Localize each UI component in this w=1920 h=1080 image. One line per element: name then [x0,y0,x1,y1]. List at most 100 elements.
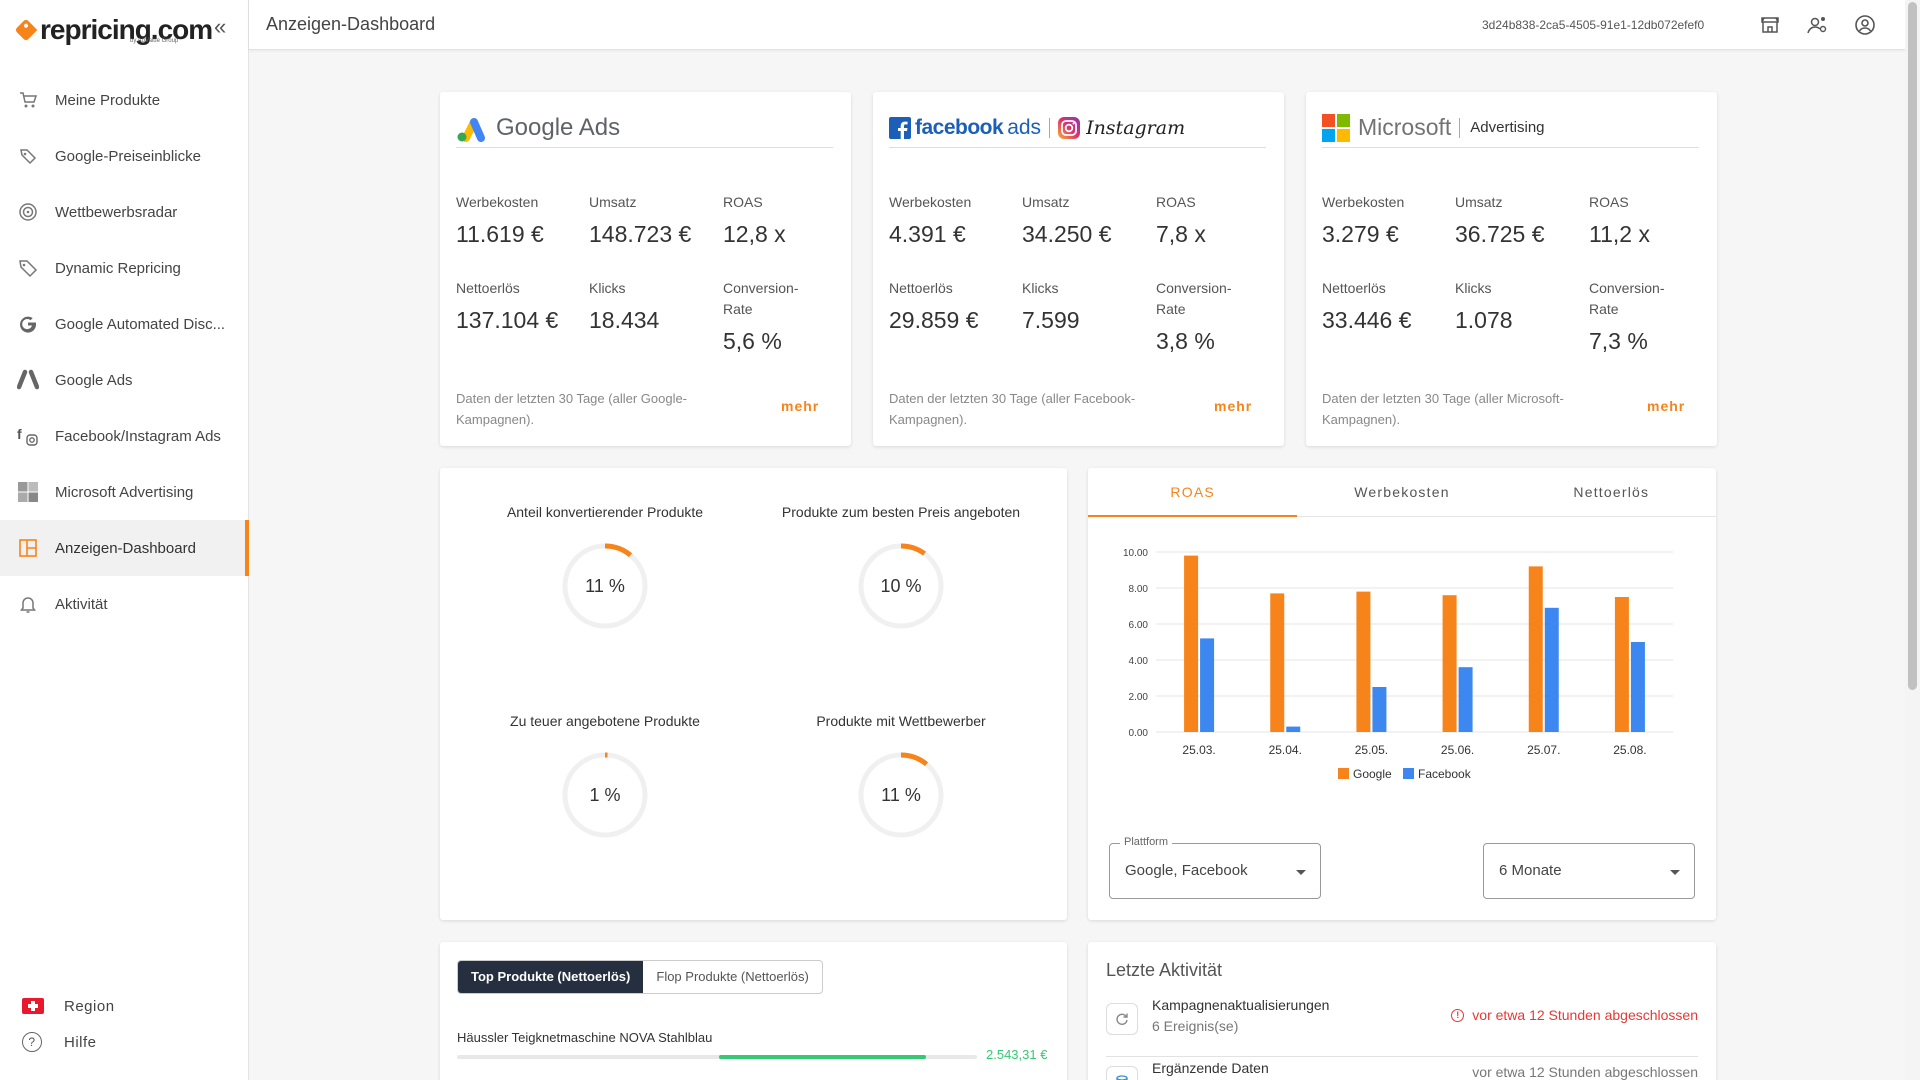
bar-facebook[interactable] [1630,642,1645,732]
sidebar-item-label: Wettbewerbsradar [55,203,178,221]
kpi-value: 11 % [881,784,921,805]
activity-row[interactable]: Kampagnenaktualisierungen 6 Ereignis(se)… [1106,997,1698,1057]
flop-products-tab[interactable]: Flop Produkte (Nettoerlös) [656,969,809,984]
metric-label: Werbekosten [1322,194,1405,210]
x-tick-label: 25.04. [1269,743,1302,757]
activity-row[interactable]: Ergänzende Daten vor etwa 12 Stunden abg… [1106,1060,1698,1080]
metric-value: 33.446 € [1322,307,1412,333]
tab-werbekosten[interactable]: Werbekosten [1354,484,1450,500]
legend-label[interactable]: Facebook [1418,767,1472,781]
store-icon[interactable] [1757,12,1783,38]
mehr-link[interactable]: mehr [781,398,820,414]
roas-chart-card: ROAS Werbekosten Nettoerlös 0.00 2.00 4.00… [1088,468,1716,920]
bar-google[interactable] [1614,597,1629,732]
account-icon[interactable] [1852,12,1878,38]
metric-umsatz: Umsatz 148.723 € [589,192,719,248]
top-products-card: Top Produkte (Nettoerlös) Flop Produkte … [440,942,1067,1080]
product-kpi-card: Anteil konvertierender Produkte 11 % Pro… [440,468,1067,920]
help-label: Hilfe [64,1033,97,1051]
sidebar-item-aktivitaet[interactable]: Aktivität [0,576,249,632]
bar-facebook[interactable] [1458,667,1473,732]
top-products-tab[interactable]: Top Produkte (Nettoerlös) [458,961,644,993]
mehr-link[interactable]: mehr [1647,398,1686,414]
chart-tabs: ROAS Werbekosten Nettoerlös [1088,468,1716,517]
period-select[interactable]: 6 Monate [1483,843,1695,899]
bar-google[interactable] [1270,593,1285,732]
kpi-label: Produkte mit Wettbewerber [816,713,986,729]
metric-value: 7,8 x [1156,221,1206,247]
bar-google[interactable] [1442,595,1457,732]
region-selector[interactable]: Region [22,988,115,1024]
legend-label[interactable]: Google [1353,767,1392,781]
activity-status-text: vor etwa 12 Stunden abgeschlossen [1472,1007,1698,1023]
product-bar [457,1055,977,1059]
metric-roas: ROAS 12,8 x [723,192,853,248]
scrollbar-thumb[interactable] [1908,2,1917,690]
logo-separator [1049,117,1051,138]
facebook-instagram-icon: f [16,424,40,448]
kpi-value: 10 % [880,575,922,596]
bar-facebook[interactable] [1544,607,1559,732]
bar-facebook[interactable] [1286,726,1301,732]
bar-chart: 0.00 2.00 4.00 6.00 8.00 10.00 25.03. 25.04. 25.… [1123,548,1673,781]
user-settings-icon[interactable] [1804,12,1830,38]
platform-name: Google Ads [496,113,621,141]
bar-facebook[interactable] [1200,638,1215,732]
metric-value: 7,3 % [1589,328,1648,354]
bar-google[interactable] [1184,555,1199,732]
metric-label: Conversion-Rate [1589,280,1665,317]
activity-status-text: vor etwa 12 Stunden abgeschlossen [1472,1064,1698,1080]
microsoft-ads-card: Microsoft Advertising Werbekosten 3.279 … [1306,92,1717,446]
facebook-ads-card: facebook ads Instagram Werbekosten 4.391… [873,92,1284,446]
sidebar-item-facebook-instagram-ads[interactable]: f Facebook/Instagram Ads [0,408,249,464]
y-tick-label: 2.00 [1129,692,1149,703]
metric-label: Conversion-Rate [723,280,799,317]
repricing-logo[interactable]: repricing.com [14,14,213,46]
sidebar-item-label: Aktivität [55,595,108,613]
kpi-ring: 11 % [561,542,649,630]
sidebar-item-label: Microsoft Advertising [55,483,194,501]
sidebar-nav: Meine Produkte Google-Preiseinblicke Wet… [0,72,249,632]
sidebar-footer: Region ? Hilfe [22,988,115,1060]
google-ads-icon [16,368,40,392]
sidebar-item-label: Google Automated Disc... [55,315,226,333]
metric-label: Klicks [589,280,626,296]
sidebar-item-google-preiseinblicke[interactable]: Google-Preiseinblicke [0,128,249,184]
google-ads-card: Google Ads Werbekosten 11.619 € Umsatz 1… [440,92,851,446]
help-link[interactable]: ? Hilfe [22,1024,115,1060]
sidebar-item-meine-produkte[interactable]: Meine Produkte [0,72,249,128]
sidebar-item-label: Anzeigen-Dashboard [55,539,196,557]
legend-swatch [1338,768,1349,779]
metric-klicks: Klicks 1.078 [1455,278,1585,334]
collapse-sidebar-icon[interactable]: « [214,14,227,39]
metric-value: 11.619 € [456,221,544,247]
card-header: facebook ads Instagram [889,108,1266,148]
tab-nettoerloes[interactable]: Nettoerlös [1573,484,1650,500]
mehr-link[interactable]: mehr [1214,398,1253,414]
bar-google[interactable] [1528,566,1543,732]
metric-werbekosten: Werbekosten 3.279 € [1322,192,1452,248]
metric-value: 11,2 x [1589,221,1650,247]
platform-select[interactable]: Plattform Google, Facebook [1109,836,1321,899]
kpi-value: 11 % [585,575,625,596]
facebook-wordmark: facebook [915,115,1004,139]
metric-value: 3,8 % [1156,328,1215,354]
tab-roas[interactable]: ROAS [1088,468,1298,517]
sidebar-item-google-automated-discounts[interactable]: Google Automated Disc... [0,296,249,352]
y-tick-label: 10.00 [1123,548,1148,559]
sidebar-item-wettbewerbsradar[interactable]: Wettbewerbsradar [0,184,249,240]
bar-google[interactable] [1356,591,1371,732]
bar-facebook[interactable] [1372,687,1387,732]
swiss-flag-icon [22,998,44,1014]
cart-icon [16,88,40,112]
microsoft-advertising-logo: Microsoft Advertising [1322,113,1545,142]
sidebar-item-anzeigen-dashboard[interactable]: Anzeigen-Dashboard [0,520,249,576]
sidebar-item-google-ads[interactable]: Google Ads [0,352,249,408]
kpi-ring: 1 % [561,751,649,839]
activity-title: Letzte Aktivität [1106,960,1223,980]
tag-icon [16,256,40,280]
metric-conversion-rate: Conversion-Rate 7,3 % [1589,278,1689,355]
page-scrollbar[interactable] [1905,0,1920,1080]
sidebar-item-microsoft-advertising[interactable]: Microsoft Advertising [0,464,249,520]
sidebar-item-dynamic-repricing[interactable]: Dynamic Repricing [0,240,249,296]
